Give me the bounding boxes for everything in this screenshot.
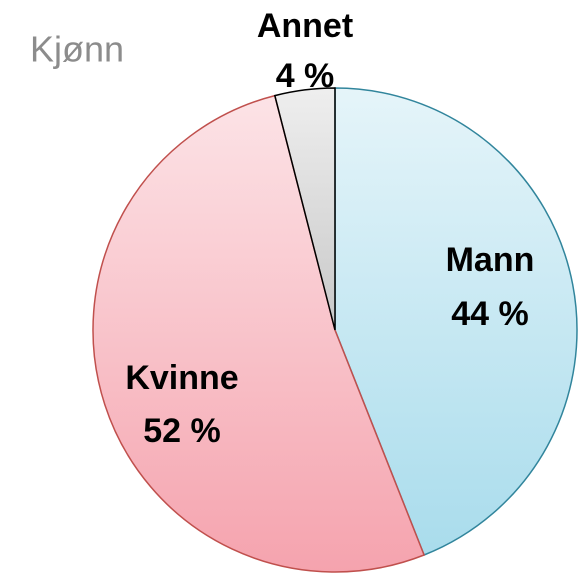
slice-label: Mann bbox=[446, 241, 535, 279]
slice-label: Kvinne bbox=[125, 359, 238, 397]
slice-value-label: 4 % bbox=[276, 57, 335, 95]
slice-value-label: 44 % bbox=[451, 295, 529, 333]
pie-slice bbox=[334, 87, 578, 556]
slice-label: Annet bbox=[257, 7, 353, 45]
slice-value-label: 52 % bbox=[143, 412, 221, 450]
chart-title: Kjønn bbox=[30, 29, 124, 70]
pie-slice bbox=[92, 94, 426, 573]
pie-slice bbox=[273, 87, 336, 331]
